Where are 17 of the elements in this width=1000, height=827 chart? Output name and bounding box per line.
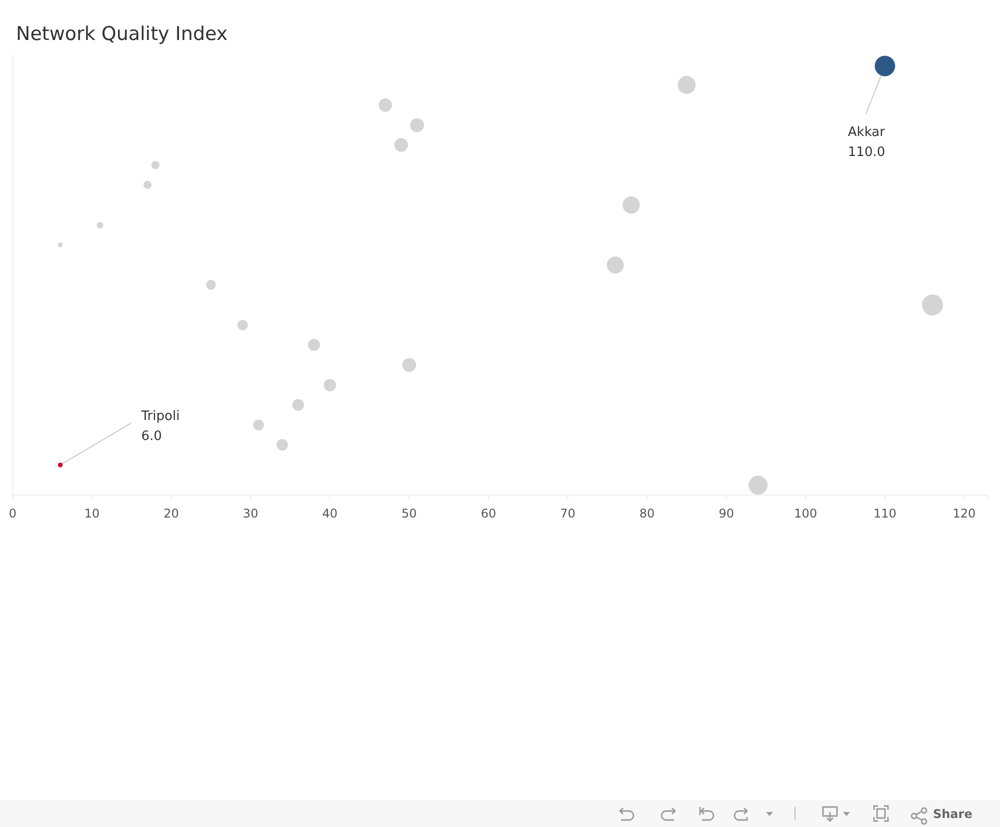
annotation: Tripoli 6.0 <box>140 408 180 444</box>
chart-title: Network Quality Index <box>16 23 228 45</box>
x-tick-label: 30 <box>242 506 258 520</box>
x-tick-label: 70 <box>560 506 576 520</box>
x-tick-label: 60 <box>480 506 496 520</box>
x-tick-label: 40 <box>322 506 338 520</box>
x-tick-label: 20 <box>164 506 179 520</box>
x-tick-label: 90 <box>718 506 734 520</box>
x-tick-label: 100 <box>794 506 818 520</box>
x-tick-label: 110 <box>873 506 896 520</box>
annotation: Akkar 110.0 <box>848 125 886 160</box>
x-tick-label: 10 <box>84 506 100 520</box>
text: Share <box>933 807 972 821</box>
x-tick-label: 0 <box>8 506 17 520</box>
x-tick-label: 50 <box>402 506 417 520</box>
x-tick-label: 120 <box>952 506 976 520</box>
x-tick-label: 80 <box>639 506 655 520</box>
